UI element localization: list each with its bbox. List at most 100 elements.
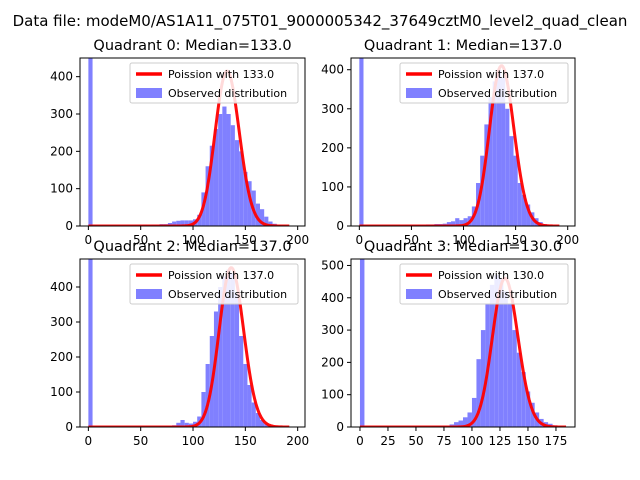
x-tick-label: 100 [452, 233, 475, 247]
x-tick-label: 0 [356, 233, 364, 247]
histogram-bar [226, 114, 231, 226]
histogram-bar [505, 108, 510, 226]
legend: Poission with 130.0 Observed distribution [399, 263, 569, 305]
y-tick-label: 100 [50, 182, 73, 196]
panel-quadrant-0: 0 50 100 150 200 0 100 200 300 400 Poission with 1… [50, 38, 309, 247]
panel-title: Quadrant 1: Median=137.0 [364, 38, 562, 54]
x-tick-label: 50 [408, 434, 423, 448]
legend-box [399, 263, 569, 305]
histogram-bar [498, 278, 504, 427]
legend-box [399, 62, 569, 104]
y-tick-label: 400 [50, 280, 73, 294]
histogram-bar [188, 220, 194, 226]
histogram-bar [197, 214, 202, 226]
histogram-bar [503, 291, 508, 427]
histogram-bar [264, 216, 269, 226]
histogram-bar [205, 364, 210, 427]
x-tick-label: 175 [545, 434, 568, 448]
x-tick-label: 0 [356, 434, 364, 448]
panel-title: Quadrant 2: Median=137.0 [93, 239, 291, 255]
y-tick-label: 300 [321, 323, 344, 337]
histogram-bar [255, 413, 260, 427]
histogram-bar [467, 412, 472, 427]
histogram-bar [494, 275, 499, 427]
histogram-bar [172, 221, 177, 226]
histogram-bar [521, 194, 527, 226]
histogram-bar [209, 145, 214, 226]
histogram-bar [184, 422, 189, 427]
histogram-bar [184, 220, 189, 226]
histogram-bar [243, 364, 248, 427]
histogram-bar [492, 81, 497, 226]
histogram-bar [480, 330, 486, 427]
histogram-bar [213, 311, 219, 427]
x-tick-label: 200 [286, 434, 309, 448]
y-tick-label: 0 [65, 219, 73, 233]
y-tick-label: 200 [321, 141, 344, 155]
histogram-bar [180, 420, 185, 427]
legend-label: Observed distribution [438, 87, 557, 100]
legend-label: Poission with 133.0 [168, 68, 274, 81]
y-tick-label: 100 [321, 388, 344, 402]
x-tick-label: 25 [380, 434, 395, 448]
x-tick-label: 150 [504, 233, 527, 247]
y-tick-label: 0 [336, 219, 344, 233]
x-tick-label: 200 [286, 233, 309, 247]
legend-box [129, 62, 299, 104]
histogram-bar [512, 330, 517, 427]
x-tick-label: 0 [85, 233, 93, 247]
histogram-bar [251, 402, 256, 427]
histogram-bar [451, 221, 456, 226]
y-tick-label: 0 [336, 420, 344, 434]
panel-quadrant-1: 0 50 100 150 200 0 100 200 300 400 Poission with 1… [321, 38, 579, 247]
y-tick-label: 0 [65, 420, 73, 434]
histogram-bar [201, 392, 206, 427]
axes-frame [79, 57, 306, 227]
histogram-bar [489, 284, 495, 427]
x-tick-label: 100 [182, 434, 205, 448]
x-tick-label: 150 [517, 434, 540, 448]
legend-patch-swatch [136, 289, 162, 299]
histogram-bar [507, 304, 513, 427]
histogram-bar [176, 422, 181, 427]
histogram-bar [463, 417, 468, 427]
histogram-bar [525, 391, 531, 427]
legend-label: Poission with 137.0 [168, 269, 274, 282]
histogram-bar [213, 128, 219, 226]
histogram-bar [488, 97, 493, 226]
histogram-bar [222, 106, 227, 226]
histogram-bar [463, 218, 468, 226]
histogram-bar [260, 420, 265, 427]
panel-title: Quadrant 0: Median=133.0 [93, 38, 291, 54]
histogram-bar [359, 259, 365, 427]
panel-quadrant-2: 0 50 100 150 200 0 100 200 300 400 Poission with 1… [50, 239, 309, 448]
legend-box [129, 263, 299, 305]
histogram-bar [471, 397, 477, 427]
histogram-bar [205, 166, 210, 226]
histogram-bar [454, 422, 459, 427]
histogram-bar [459, 220, 464, 226]
y-tick-label: 400 [321, 291, 344, 305]
x-tick-label: 125 [489, 434, 512, 448]
legend-label: Poission with 137.0 [438, 68, 544, 81]
y-tick-label: 200 [50, 350, 73, 364]
y-tick-label: 300 [50, 107, 73, 121]
histogram-bar [218, 287, 223, 427]
plot-area [358, 58, 560, 226]
legend: Poission with 137.0 Observed distribution [129, 263, 299, 305]
histogram-bar [501, 77, 506, 226]
x-tick-label: 150 [234, 233, 257, 247]
x-tick-label: 50 [404, 233, 419, 247]
histogram-bar [516, 352, 522, 427]
histogram-bar [458, 420, 463, 427]
legend: Poission with 133.0 Observed distribution [129, 62, 299, 104]
histogram-bar [359, 58, 364, 226]
histogram-bar [222, 276, 227, 427]
y-tick-label: 300 [50, 315, 73, 329]
histogram-bar [247, 181, 252, 226]
y-tick-label: 500 [321, 258, 344, 272]
histogram-bar [509, 136, 514, 226]
histogram-bar [230, 273, 235, 427]
histogram-bar [239, 151, 244, 226]
